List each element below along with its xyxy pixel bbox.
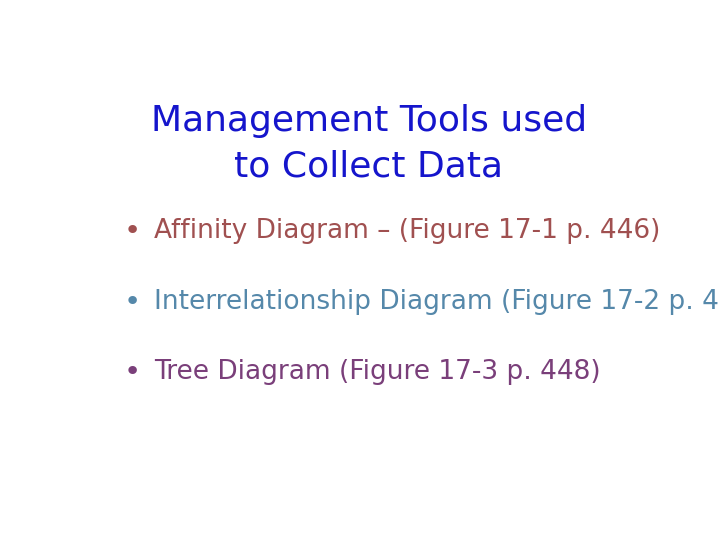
Text: •: • (123, 217, 140, 245)
Text: Tree Diagram (Figure 17-3 p. 448): Tree Diagram (Figure 17-3 p. 448) (154, 360, 600, 386)
Text: Management Tools used
to Collect Data: Management Tools used to Collect Data (151, 104, 587, 183)
Text: •: • (123, 359, 140, 387)
Text: •: • (123, 288, 140, 316)
Text: Interrelationship Diagram (Figure 17-2 p. 445): Interrelationship Diagram (Figure 17-2 p… (154, 289, 720, 315)
Text: Affinity Diagram – (Figure 17-1 p. 446): Affinity Diagram – (Figure 17-1 p. 446) (154, 218, 660, 244)
